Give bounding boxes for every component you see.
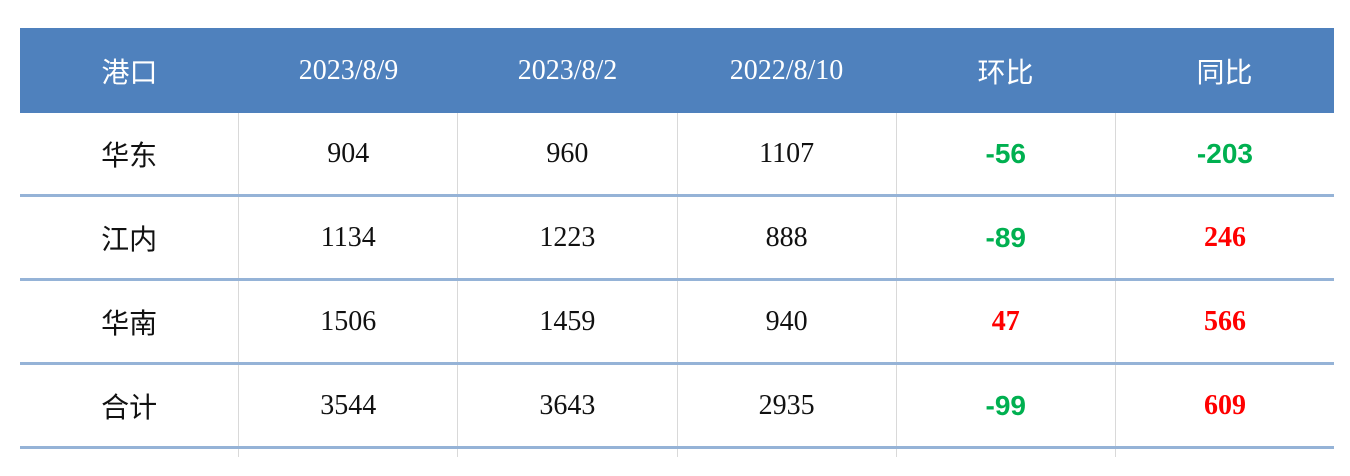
table-cell: 1459 bbox=[457, 281, 676, 362]
header-cell: 环比 bbox=[977, 57, 1034, 89]
empty-cell bbox=[457, 449, 676, 457]
table-cell: 1223 bbox=[457, 197, 676, 278]
table-cell: 3643 bbox=[457, 365, 676, 446]
table-cell: 566 bbox=[1114, 281, 1334, 362]
table-row: 江内 1134 1223 888 -89 246 bbox=[20, 197, 1334, 281]
table-cell: 合计 bbox=[101, 392, 158, 424]
table-cell: 960 bbox=[457, 113, 676, 194]
empty-cell bbox=[676, 449, 896, 457]
table-cell: 1134 bbox=[238, 197, 457, 278]
empty-cell bbox=[895, 449, 1115, 457]
header-cell: 2023/8/2 bbox=[517, 54, 618, 86]
table-cell: -89 bbox=[895, 197, 1115, 278]
table-cell: -203 bbox=[1114, 113, 1334, 194]
table-cell: 2935 bbox=[676, 365, 896, 446]
header-cell: 2023/8/9 bbox=[298, 54, 399, 86]
empty-cell bbox=[1114, 449, 1334, 457]
table-cell: 1107 bbox=[676, 113, 896, 194]
table-cell: -99 bbox=[895, 365, 1115, 446]
table-row-stub bbox=[20, 449, 1334, 457]
table-row: 华东 904 960 1107 -56 -203 bbox=[20, 113, 1334, 197]
table-cell: 904 bbox=[238, 113, 457, 194]
table-cell: 246 bbox=[1114, 197, 1334, 278]
table-cell: 609 bbox=[1114, 365, 1334, 446]
table-cell: 1506 bbox=[238, 281, 457, 362]
table-cell: -56 bbox=[895, 113, 1115, 194]
table-cell: 888 bbox=[676, 197, 896, 278]
table-cell: 华东 bbox=[101, 140, 158, 172]
table-cell: 华南 bbox=[101, 308, 158, 340]
data-table: 港口 2023/8/9 2023/8/2 2022/8/10 环比 同比 华东 904 960… bbox=[20, 28, 1334, 457]
table-cell: 江内 bbox=[101, 224, 158, 256]
header-cell: 2022/8/10 bbox=[729, 54, 844, 86]
table-row: 合计 3544 3643 2935 -99 609 bbox=[20, 365, 1334, 449]
table-row: 华南 1506 1459 940 47 566 bbox=[20, 281, 1334, 365]
table-cell: 940 bbox=[676, 281, 896, 362]
empty-cell bbox=[238, 449, 457, 457]
header-row: 港口 2023/8/9 2023/8/2 2022/8/10 环比 同比 bbox=[20, 28, 1334, 113]
table-cell: 3544 bbox=[238, 365, 457, 446]
header-cell: 港口 bbox=[101, 57, 158, 89]
empty-cell bbox=[20, 449, 238, 457]
table-cell: 47 bbox=[895, 281, 1115, 362]
header-cell: 同比 bbox=[1196, 57, 1253, 89]
